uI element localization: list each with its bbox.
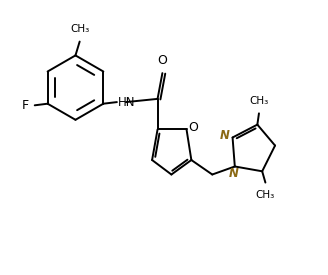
Text: HN: HN xyxy=(118,96,136,109)
Text: O: O xyxy=(157,54,167,67)
Text: CH₃: CH₃ xyxy=(71,24,90,34)
Text: O: O xyxy=(189,121,198,134)
Text: F: F xyxy=(22,99,29,112)
Text: N: N xyxy=(228,167,238,180)
Text: N: N xyxy=(219,130,230,142)
Text: CH₃: CH₃ xyxy=(249,96,269,106)
Text: CH₃: CH₃ xyxy=(256,190,275,200)
